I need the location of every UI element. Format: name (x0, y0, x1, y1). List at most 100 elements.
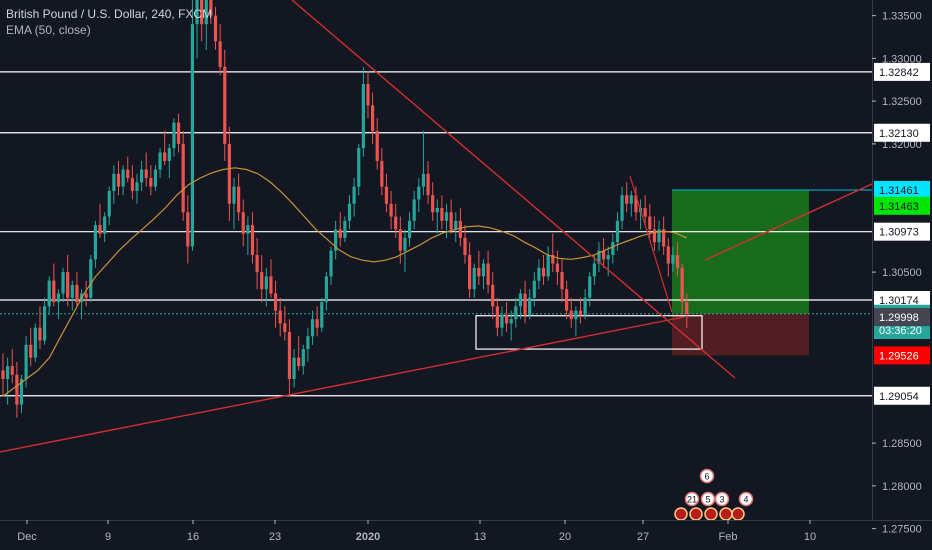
candle-body (269, 276, 273, 294)
candle-body (301, 349, 305, 367)
price-label-box (874, 123, 930, 142)
candle-body (29, 344, 33, 358)
candle-body (121, 169, 125, 187)
candle-body (144, 169, 148, 179)
candle-body (486, 263, 490, 285)
candle-body (24, 344, 28, 379)
candle-body (33, 327, 37, 358)
event-marker (738, 491, 754, 507)
candle-body (176, 122, 181, 144)
candle-body (680, 267, 684, 303)
candle-body (70, 284, 74, 298)
candle-body (163, 152, 167, 161)
candle-body (371, 105, 375, 132)
candle-body (657, 229, 661, 243)
candle-body (417, 186, 421, 200)
candle-body (89, 259, 93, 298)
candle-body (384, 186, 389, 204)
candle-body (153, 169, 158, 187)
price-label-box (874, 222, 930, 241)
candle-body (560, 272, 564, 290)
candle-body (209, 0, 213, 16)
candle-body (648, 216, 652, 230)
price-tick-label: 1.28000 (882, 481, 922, 493)
time-tick-label: 23 (269, 531, 281, 543)
candle-body (666, 246, 670, 264)
candle-body (574, 310, 578, 320)
price-axis[interactable]: 1.33500 1.33000 1.32500 1.32000 1.30500 1.285… (872, 0, 930, 536)
time-tick-label: 13 (474, 531, 486, 543)
price-label: 1.32842 (879, 67, 919, 79)
candle-body (578, 310, 583, 315)
candle-body (435, 208, 439, 213)
time-tick-label: 27 (637, 531, 649, 543)
price-tick-label: 1.28500 (882, 438, 922, 450)
candle-body (514, 306, 518, 320)
candle-body (481, 263, 486, 277)
time-axis[interactable]: Dec 9 16 23 2020 13 20 27 Feb 10 (0, 520, 932, 543)
candle-body (273, 293, 278, 311)
candle-body (615, 220, 620, 243)
candle-body (662, 229, 666, 247)
candle-body (6, 366, 10, 379)
flag-icon (674, 507, 688, 521)
candle-body (204, 0, 208, 25)
candle-body (38, 327, 42, 341)
candle-body (56, 293, 61, 303)
candle-body (343, 220, 347, 238)
candle-body (237, 186, 241, 213)
price-label: 1.31461 (879, 185, 919, 197)
price-label: 03:36:20 (879, 325, 922, 337)
candle-body (449, 212, 453, 230)
candle-body (227, 143, 231, 204)
time-tick-label: Feb (719, 531, 738, 543)
price-label-box (874, 290, 930, 309)
candle-body (66, 272, 70, 298)
candle-body (352, 186, 356, 204)
candle-body (569, 310, 573, 320)
candle-body (611, 242, 615, 256)
candle-body (292, 357, 296, 379)
candle-body (597, 250, 601, 264)
candle-body (75, 284, 79, 303)
candle-body (241, 212, 245, 234)
candle-body (537, 267, 541, 281)
candle-body (458, 220, 462, 238)
candle-body (421, 173, 426, 187)
chart-legend: British Pound / U.S. Dollar, 240, FXCM E… (6, 6, 212, 38)
candle-body (61, 272, 65, 294)
candle-body (283, 323, 287, 332)
candle-body (149, 178, 153, 187)
candle-body (602, 250, 606, 260)
candle-body (444, 212, 449, 221)
candle-body (463, 237, 467, 256)
event-marker (714, 491, 730, 507)
price-label: 1.29054 (879, 391, 919, 403)
loss-zone (672, 313, 809, 356)
candle-body (643, 208, 647, 217)
event-marker (699, 468, 715, 484)
candle-body (389, 203, 393, 217)
price-tick-label: 1.32000 (882, 139, 922, 151)
candle-body (255, 255, 259, 273)
projection-line (704, 183, 873, 261)
candle-body (541, 267, 546, 277)
candle-body (232, 186, 236, 204)
price-label: 1.30174 (879, 295, 919, 307)
candle-body (306, 336, 310, 350)
event-count: 3 (719, 495, 724, 505)
candle-body (500, 314, 504, 328)
candle-body (186, 212, 190, 247)
position-zones (672, 189, 809, 356)
price-tick-label: 1.32500 (882, 96, 922, 108)
candle-body (218, 41, 222, 67)
price-label: 1.29526 (879, 350, 919, 362)
ema-line (2, 167, 688, 397)
candle-body (652, 229, 657, 243)
price-tick-label: 1.27500 (882, 524, 922, 536)
price-label-box (874, 346, 930, 365)
candle-body (103, 216, 107, 234)
candle-body (310, 319, 315, 337)
candle-body (361, 84, 365, 149)
